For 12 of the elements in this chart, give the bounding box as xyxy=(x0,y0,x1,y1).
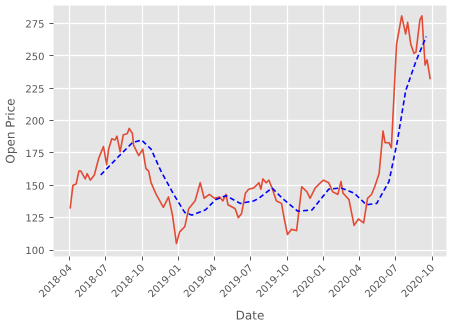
y-tick-label: 225 xyxy=(25,84,45,96)
y-tick-label: 200 xyxy=(25,116,45,128)
x-axis-title: Date xyxy=(236,308,264,323)
line-series xyxy=(100,36,428,216)
y-tick-label: 100 xyxy=(25,246,45,258)
y-tick-label: 250 xyxy=(25,52,45,63)
y-tick-label: 275 xyxy=(25,20,45,31)
y-tick-label: 150 xyxy=(25,181,45,192)
y-axis-title: Open Price xyxy=(3,98,18,164)
y-tick-label: 175 xyxy=(25,148,45,160)
line-series xyxy=(69,15,432,244)
y-tick-label: 125 xyxy=(25,214,45,225)
